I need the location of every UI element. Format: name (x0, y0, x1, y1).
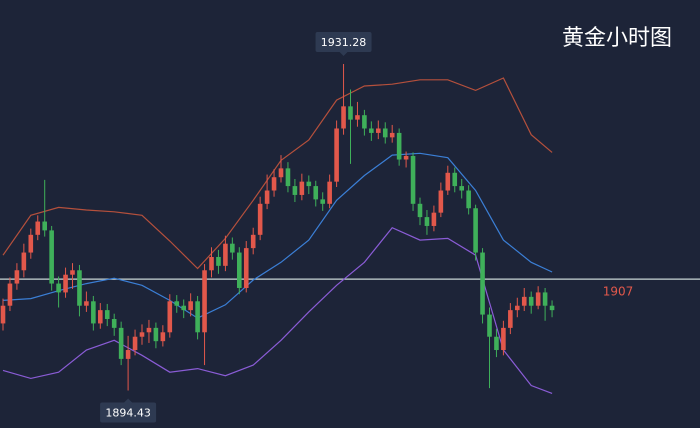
candle-body (292, 186, 298, 195)
candle-body (216, 256, 221, 266)
candle-body (542, 292, 548, 306)
candle-body (104, 310, 110, 320)
candle-body (528, 296, 534, 306)
candle-body (195, 301, 200, 333)
candle-body (431, 212, 437, 226)
candle-body (28, 234, 34, 253)
candle-body (84, 301, 89, 306)
candle-body (452, 172, 458, 187)
candle-body (132, 336, 138, 351)
candle-body (230, 243, 235, 253)
candle-body (424, 217, 430, 226)
candle-body (0, 305, 6, 324)
candle-body (77, 270, 82, 306)
candle-body (535, 292, 541, 306)
candle-body (480, 252, 485, 315)
band-line (2, 152, 553, 319)
candle-body (35, 221, 41, 235)
candle-body (209, 256, 214, 271)
candle-body (396, 132, 402, 160)
candle-body (313, 186, 319, 200)
candle-body (111, 319, 117, 328)
candle-body (125, 350, 131, 359)
band-line (2, 226, 553, 394)
candle-body (299, 181, 305, 195)
candle-body (410, 155, 416, 204)
candle-body (174, 301, 180, 306)
candle-body (466, 190, 471, 209)
candle-body (327, 181, 332, 204)
candle-body (14, 270, 20, 284)
candle-body (501, 327, 506, 351)
candle-body (146, 327, 152, 333)
candle-body (223, 243, 228, 266)
candle-body (188, 301, 193, 311)
candle-body (264, 190, 270, 204)
candle-body (487, 314, 492, 337)
tooltip-box (315, 31, 372, 52)
candle-body (494, 336, 499, 351)
candle-body (160, 332, 166, 342)
candle-body (473, 208, 478, 253)
tooltip-text: 1894.43 (105, 407, 151, 420)
tooltip-text: 1931.28 (321, 36, 367, 49)
candle-body (181, 305, 186, 311)
candle-body (417, 203, 423, 218)
candle-body (153, 327, 159, 342)
candle-body (7, 283, 13, 306)
tooltip-pointer (124, 398, 133, 403)
candle-body (139, 332, 145, 337)
candle-body (403, 155, 409, 160)
candle-body (521, 296, 527, 306)
candle-body (237, 252, 242, 288)
chart-title: 黄金小时图 (562, 26, 672, 51)
candle-body (376, 128, 381, 133)
candle-body (271, 177, 277, 191)
candle-body (167, 301, 173, 333)
candle-body (515, 305, 520, 311)
candle-body (21, 252, 27, 271)
candle-body (306, 181, 312, 187)
candle-body (42, 221, 47, 231)
candle-body (334, 128, 339, 182)
candle-body (243, 248, 249, 288)
candle-body (508, 310, 513, 328)
candle-body (445, 172, 451, 191)
candle-body (348, 106, 353, 120)
candle-body (389, 132, 395, 138)
price-tooltip: 1931.28 (315, 31, 372, 56)
candle-body (278, 168, 284, 178)
candle-body (369, 128, 374, 133)
candle-body (250, 234, 256, 249)
price-tooltip: 1894.43 (100, 398, 157, 423)
tooltip-pointer (339, 51, 348, 56)
candle-body (202, 270, 207, 333)
candle-body (91, 301, 96, 324)
candle-body (118, 327, 124, 359)
candle-body (355, 115, 360, 120)
candle-body (341, 106, 346, 129)
candle-body (549, 305, 555, 311)
candle-body (320, 199, 325, 204)
candle-body (362, 115, 367, 129)
candle-body (98, 310, 103, 324)
candle-body (63, 274, 68, 293)
candle-body (56, 283, 61, 293)
candle-body (257, 203, 263, 235)
candle-body (70, 270, 75, 275)
tooltip-box (100, 402, 157, 423)
candle-body (459, 186, 464, 191)
candle-body (382, 128, 388, 138)
candle-body (49, 230, 54, 284)
candle-body (285, 168, 291, 187)
candle-body (438, 190, 444, 213)
level-label: 1907 (603, 285, 634, 299)
